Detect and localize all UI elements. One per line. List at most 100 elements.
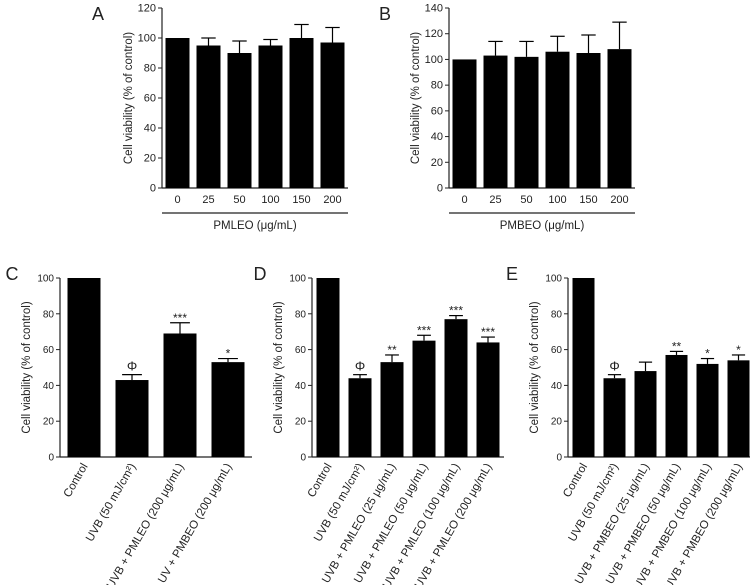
y-tick-label: 60: [144, 93, 156, 105]
y-tick-label: 40: [144, 123, 156, 135]
panel-letter: B: [379, 4, 391, 24]
panel-letter: C: [6, 264, 19, 284]
x-tick-label: 0: [461, 194, 467, 206]
bar: [211, 362, 245, 457]
bar: [165, 38, 190, 188]
y-tick-label: 40: [551, 381, 563, 392]
significance-mark: ***: [417, 323, 431, 337]
y-tick-label: 20: [43, 417, 55, 428]
y-tick-label: 20: [551, 417, 563, 428]
x-tick-label: 0: [174, 194, 180, 206]
x-tick-label: 100: [548, 194, 566, 206]
y-tick-label: 100: [138, 33, 156, 45]
x-tick-label: 50: [233, 194, 245, 206]
significance-mark: ***: [481, 325, 495, 339]
y-tick-label: 0: [150, 183, 156, 195]
x-tick-label: 150: [292, 194, 310, 206]
y-tick-label: 60: [551, 345, 563, 356]
y-axis-title: Cell viability (% of control): [123, 32, 135, 164]
y-axis-title: Cell viability (% of control): [410, 32, 422, 164]
bar: [696, 363, 719, 457]
panel-e-chart: E 0 20 40 60 80 100 Cell viability (% of contro…: [506, 264, 750, 585]
panel-letter: D: [254, 264, 267, 284]
bar: [514, 56, 539, 188]
y-tick-label: 20: [144, 153, 156, 165]
bar: [258, 45, 283, 188]
bar: [412, 340, 436, 457]
bar: [607, 49, 632, 189]
bar: [380, 362, 404, 457]
bar: [444, 319, 468, 457]
y-tick-label: 140: [425, 3, 443, 15]
y-tick-label: 100: [37, 274, 54, 285]
bar: [634, 371, 657, 457]
significance-mark: ***: [449, 304, 463, 318]
significance-mark: ***: [173, 311, 187, 325]
bar: [476, 342, 500, 457]
bar: [196, 45, 221, 188]
y-axis-title: Cell viability (% of control): [21, 301, 33, 433]
y-tick-label: 60: [43, 345, 55, 356]
y-tick-label: 40: [295, 381, 307, 392]
bar: [320, 42, 345, 188]
bar: [576, 53, 601, 188]
y-tick-label: 100: [545, 274, 562, 285]
y-tick-label: 60: [431, 105, 443, 117]
x-axis-title: PMLEO (μg/mL): [213, 220, 296, 232]
y-tick-label: 40: [43, 381, 55, 392]
y-tick-label: 0: [300, 453, 306, 464]
y-tick-label: 120: [425, 28, 443, 40]
y-tick-label: 80: [431, 80, 443, 92]
significance-mark: **: [387, 343, 397, 357]
significance-mark: *: [226, 347, 231, 361]
y-tick-label: 80: [295, 309, 307, 320]
bar: [603, 378, 626, 457]
bar: [545, 51, 570, 188]
y-tick-label: 100: [425, 54, 443, 66]
bar: [483, 55, 508, 189]
x-axis-title: PMBEO (μg/mL): [500, 220, 585, 232]
panel-d-chart: D 0 20 40 60 80 100 Cell viability (% of contro…: [254, 264, 504, 585]
x-tick-label: 100: [261, 194, 279, 206]
significance-mark: **: [672, 339, 682, 353]
y-tick-label: 80: [551, 309, 563, 320]
y-axis-title: Cell viability (% of control): [529, 301, 541, 433]
x-tick-label: 50: [520, 194, 532, 206]
y-tick-label: 20: [431, 157, 443, 169]
y-tick-label: 0: [556, 453, 562, 464]
x-tick-label: Control: [62, 462, 91, 500]
significance-mark: Φ: [355, 359, 365, 374]
panel-letter: A: [92, 4, 104, 24]
bar: [727, 360, 750, 457]
significance-mark: Φ: [609, 359, 619, 374]
x-tick-label: UVB (50 mJ/cm²): [84, 461, 139, 544]
y-tick-label: 40: [431, 131, 443, 143]
bar: [163, 333, 197, 457]
panel-a-chart: A 0 20 40 60 80 100 120 Cell viability (% of con…: [92, 3, 348, 232]
panel-b-chart: B 0 20 40 60 80 100 120 140 Cell viability (% of …: [379, 3, 635, 232]
y-tick-label: 0: [437, 183, 443, 195]
bar: [452, 59, 477, 188]
y-tick-label: 60: [295, 345, 307, 356]
significance-mark: Φ: [127, 359, 137, 374]
x-tick-label: 25: [489, 194, 501, 206]
x-tick-label: Control: [561, 462, 590, 500]
y-tick-label: 0: [48, 453, 54, 464]
significance-mark: *: [736, 343, 741, 357]
y-tick-label: 80: [144, 63, 156, 75]
bar: [115, 380, 149, 457]
y-tick-label: 120: [138, 3, 156, 15]
panel-letter: E: [506, 264, 518, 284]
x-tick-label: Control: [306, 462, 335, 500]
bar: [316, 278, 340, 457]
x-tick-label: 200: [323, 194, 341, 206]
bar: [665, 354, 688, 457]
bar: [289, 38, 314, 188]
x-tick-label: 25: [202, 194, 214, 206]
y-tick-label: 20: [295, 417, 307, 428]
x-tick-label: 200: [610, 194, 628, 206]
bar: [227, 53, 252, 188]
y-tick-label: 80: [43, 309, 55, 320]
bar: [67, 278, 101, 457]
